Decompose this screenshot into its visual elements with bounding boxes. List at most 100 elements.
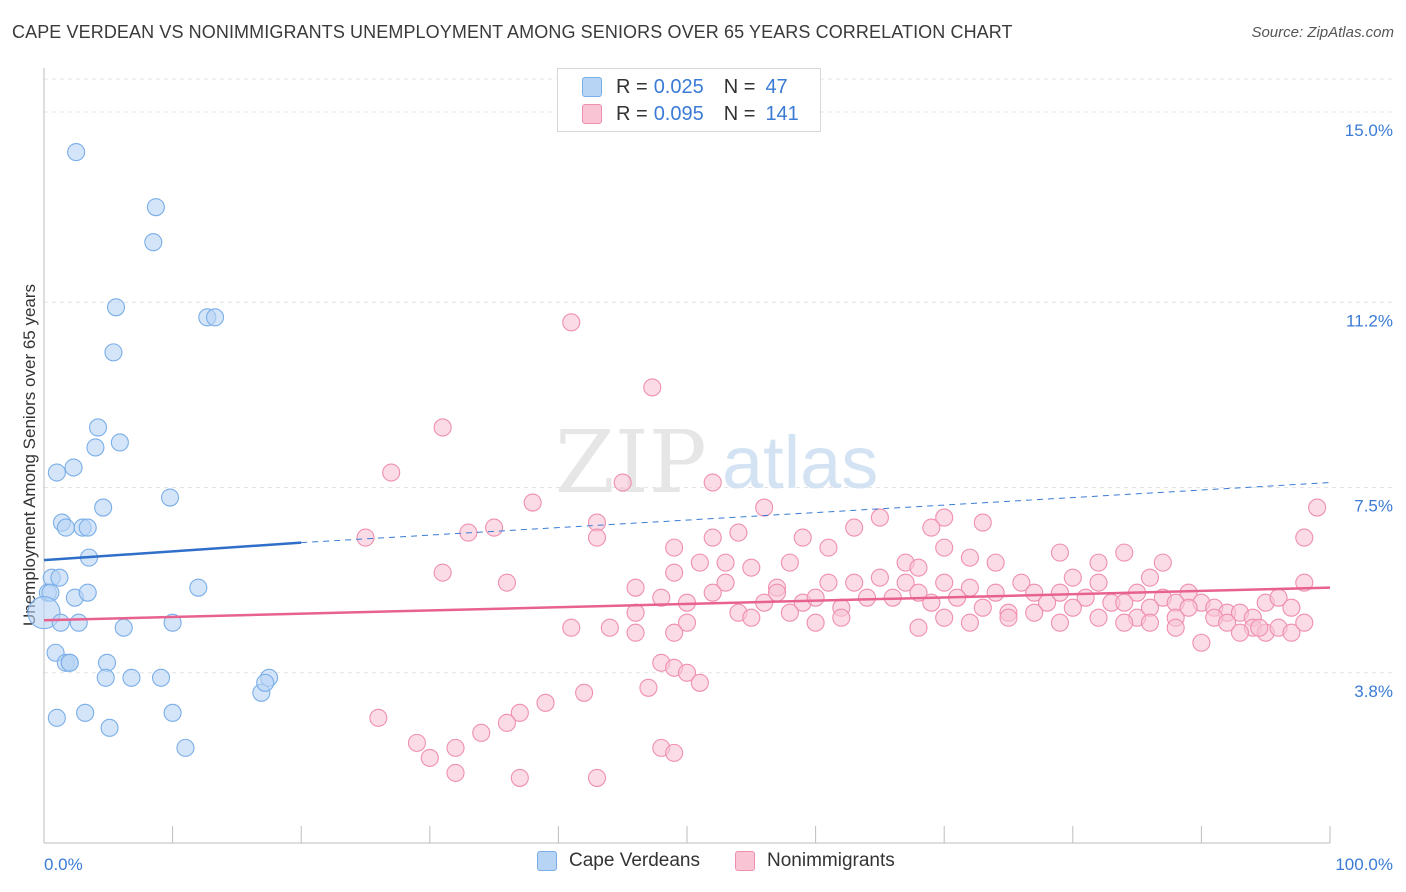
data-point xyxy=(973,513,992,532)
legend-item-cape-verdeans[interactable]: Cape Verdeans xyxy=(537,850,700,872)
series-legend: Cape Verdeans Nonimmigrants xyxy=(0,850,1406,878)
r-value: 0.095 xyxy=(653,102,704,125)
data-point xyxy=(665,538,684,557)
data-point xyxy=(407,733,426,752)
data-point xyxy=(703,473,722,492)
data-point xyxy=(497,573,517,592)
data-point xyxy=(767,583,787,602)
data-point xyxy=(832,608,851,627)
data-point xyxy=(665,623,684,642)
data-point xyxy=(497,713,517,732)
nonimmigrants-legend-swatch xyxy=(735,851,755,871)
data-point xyxy=(1089,608,1108,627)
r-value: 0.025 xyxy=(653,75,704,98)
data-point xyxy=(446,763,465,782)
data-point xyxy=(114,618,133,637)
data-point xyxy=(1192,633,1211,652)
data-point xyxy=(587,513,607,532)
data-point xyxy=(51,613,70,632)
data-point xyxy=(1063,598,1082,617)
data-point xyxy=(626,578,645,597)
data-point xyxy=(50,568,69,587)
data-point xyxy=(382,463,401,482)
watermark: ZIP atlas xyxy=(555,413,878,513)
data-point xyxy=(151,668,171,687)
data-point xyxy=(973,598,992,617)
data-point xyxy=(64,458,83,477)
data-point xyxy=(1050,543,1069,562)
data-point xyxy=(845,573,864,592)
data-point xyxy=(870,568,889,587)
data-point xyxy=(1230,623,1250,642)
data-point xyxy=(986,553,1005,572)
data-point xyxy=(703,583,722,602)
data-point xyxy=(986,583,1005,602)
data-point xyxy=(909,558,928,577)
data-point xyxy=(922,518,941,537)
nonimmigrants-swatch xyxy=(582,104,602,124)
y-tick-label: 3.8% xyxy=(1354,682,1393,701)
watermark-atlas: atlas xyxy=(722,421,878,504)
data-point xyxy=(652,588,671,607)
data-point xyxy=(703,528,722,547)
data-point xyxy=(97,653,117,672)
data-point xyxy=(935,608,954,627)
r-label: R = xyxy=(616,75,648,98)
data-point xyxy=(1153,553,1172,572)
data-point xyxy=(1115,613,1134,632)
data-point xyxy=(1025,603,1044,622)
data-point xyxy=(1295,528,1314,547)
data-point xyxy=(110,433,129,452)
data-point xyxy=(896,573,915,592)
legend-item-nonimmigrants[interactable]: Nonimmigrants xyxy=(735,850,895,872)
data-point xyxy=(1140,598,1160,617)
cape-verdeans-swatch xyxy=(582,77,602,97)
data-point xyxy=(819,538,838,557)
data-point xyxy=(639,678,658,697)
data-point xyxy=(510,768,529,787)
data-point xyxy=(665,743,684,762)
data-point xyxy=(587,528,607,547)
legend-label: Nonimmigrants xyxy=(767,850,895,871)
cape-verdeans-legend-swatch xyxy=(537,851,557,871)
data-point xyxy=(88,418,108,437)
data-point xyxy=(67,143,86,162)
data-point xyxy=(160,488,180,507)
data-point xyxy=(433,418,452,437)
data-point xyxy=(935,508,954,527)
watermark-zip: ZIP xyxy=(555,413,707,513)
data-point xyxy=(100,718,119,737)
data-point xyxy=(1250,618,1269,637)
data-point xyxy=(1218,613,1237,632)
data-point xyxy=(935,538,954,557)
n-value: 141 xyxy=(765,102,799,125)
source-note: Source: ZipAtlas.com xyxy=(1251,24,1394,41)
y-tick-label: 11.2% xyxy=(1346,311,1393,330)
data-point xyxy=(1179,598,1198,617)
data-point xyxy=(369,708,388,727)
r-label: R = xyxy=(616,102,648,125)
data-point xyxy=(122,668,141,687)
data-point xyxy=(1282,598,1301,617)
data-point xyxy=(562,618,581,637)
data-point xyxy=(523,493,542,512)
data-point xyxy=(716,553,735,572)
data-point xyxy=(76,703,95,722)
data-point xyxy=(163,613,182,632)
data-point xyxy=(144,233,163,252)
data-point xyxy=(47,463,66,482)
data-point xyxy=(78,583,97,602)
data-point xyxy=(909,618,928,637)
data-point xyxy=(780,553,799,572)
data-point xyxy=(716,573,735,592)
data-point xyxy=(1282,623,1301,642)
n-label: N = xyxy=(723,75,756,98)
x-axis-max-label: 100.0% xyxy=(1335,855,1393,874)
data-point xyxy=(870,508,889,527)
data-point xyxy=(1295,573,1314,592)
data-point xyxy=(960,548,979,567)
data-point xyxy=(146,198,165,217)
data-point xyxy=(94,498,113,517)
data-point xyxy=(1025,583,1044,602)
